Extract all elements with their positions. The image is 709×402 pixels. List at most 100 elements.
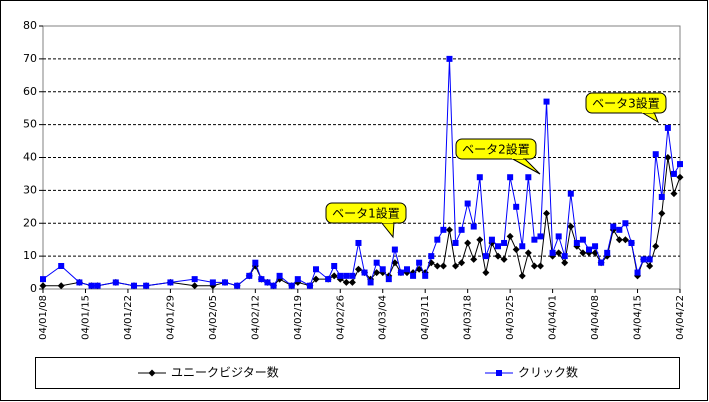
data-point: [445, 226, 453, 234]
data-point: [439, 262, 447, 270]
data-point: [39, 282, 47, 290]
data-point: [349, 272, 356, 279]
data-point: [167, 279, 174, 286]
data-point: [513, 203, 520, 210]
x-tick-label: 04/01/22: [123, 295, 134, 340]
data-point: [586, 246, 592, 253]
x-tick-label: 04/03/18: [463, 295, 474, 340]
data-point: [458, 259, 466, 267]
data-point: [313, 266, 319, 273]
data-point: [610, 223, 617, 230]
data-point: [470, 223, 477, 230]
data-point: [246, 272, 253, 279]
data-point: [549, 249, 556, 256]
data-point: [531, 236, 538, 243]
legend-label: クリック数: [518, 365, 578, 380]
data-point: [543, 209, 551, 217]
y-tick-label: 70: [23, 52, 37, 65]
data-point: [276, 272, 283, 279]
data-point: [385, 276, 392, 283]
data-point: [355, 239, 362, 246]
legend-marker: [148, 369, 156, 377]
data-point: [404, 266, 410, 273]
data-point: [615, 236, 623, 244]
legend-box: [35, 357, 680, 389]
x-tick-label: 04/01/08: [38, 295, 49, 340]
data-point: [391, 259, 399, 267]
data-point: [543, 98, 550, 105]
data-point: [664, 154, 672, 161]
data-point: [325, 276, 332, 283]
data-point: [530, 262, 538, 270]
data-point: [652, 151, 659, 158]
data-point: [367, 279, 374, 286]
y-tick-label: 80: [23, 19, 37, 32]
data-point: [434, 236, 441, 243]
data-point: [452, 262, 460, 270]
data-point: [391, 246, 398, 253]
data-point: [658, 193, 665, 200]
y-tick-label: 50: [23, 118, 37, 131]
data-point: [343, 272, 350, 279]
x-tick-label: 04/03/25: [505, 295, 516, 340]
x-tick-label: 04/02/12: [250, 295, 261, 340]
data-point: [422, 272, 429, 279]
data-point: [348, 278, 356, 286]
data-point: [507, 174, 514, 181]
data-point: [222, 279, 228, 286]
y-tick-label: 0: [30, 282, 37, 295]
data-point: [519, 243, 526, 250]
data-point: [379, 266, 386, 273]
data-point: [464, 200, 471, 207]
data-point: [628, 239, 635, 246]
data-point: [561, 253, 568, 260]
data-point: [306, 282, 313, 289]
callout-box: [325, 202, 407, 224]
x-tick-label: 04/01/15: [80, 295, 91, 340]
data-point: [476, 174, 483, 181]
data-point: [512, 246, 520, 254]
y-tick-label: 60: [23, 85, 37, 98]
data-point: [495, 243, 501, 250]
data-point: [500, 255, 508, 263]
y-tick-label: 40: [23, 151, 37, 164]
data-point: [294, 276, 301, 283]
data-point: [579, 236, 586, 243]
data-point: [616, 226, 623, 233]
x-tick-label: 04/03/04: [378, 295, 389, 340]
data-point: [670, 190, 678, 198]
data-point: [330, 272, 338, 280]
data-point: [561, 259, 569, 267]
data-point: [518, 272, 526, 280]
data-point: [433, 262, 441, 270]
data-point: [494, 252, 502, 260]
x-tick-label: 04/02/26: [335, 295, 346, 340]
x-tick-label: 04/04/08: [590, 295, 601, 340]
data-point: [416, 259, 423, 266]
data-point: [652, 242, 660, 250]
data-point: [410, 272, 417, 279]
data-point: [143, 282, 150, 289]
data-point: [354, 265, 362, 273]
y-tick-label: 30: [23, 183, 37, 196]
x-tick-label: 04/04/22: [675, 295, 686, 340]
data-point: [440, 226, 447, 233]
data-point: [676, 173, 684, 181]
y-tick-label: 20: [23, 216, 37, 229]
data-point: [112, 279, 119, 286]
data-point: [397, 269, 404, 276]
data-point: [622, 220, 629, 227]
data-point: [258, 276, 265, 283]
data-point: [373, 269, 381, 277]
data-point: [331, 262, 338, 269]
data-point: [446, 55, 453, 62]
data-point: [555, 249, 563, 257]
legend-marker: [496, 370, 502, 376]
data-point: [470, 255, 478, 263]
data-point: [658, 209, 666, 217]
data-point: [264, 279, 271, 286]
data-point: [373, 259, 380, 266]
data-point: [555, 233, 562, 240]
data-point: [88, 282, 95, 289]
data-point: [337, 272, 344, 279]
